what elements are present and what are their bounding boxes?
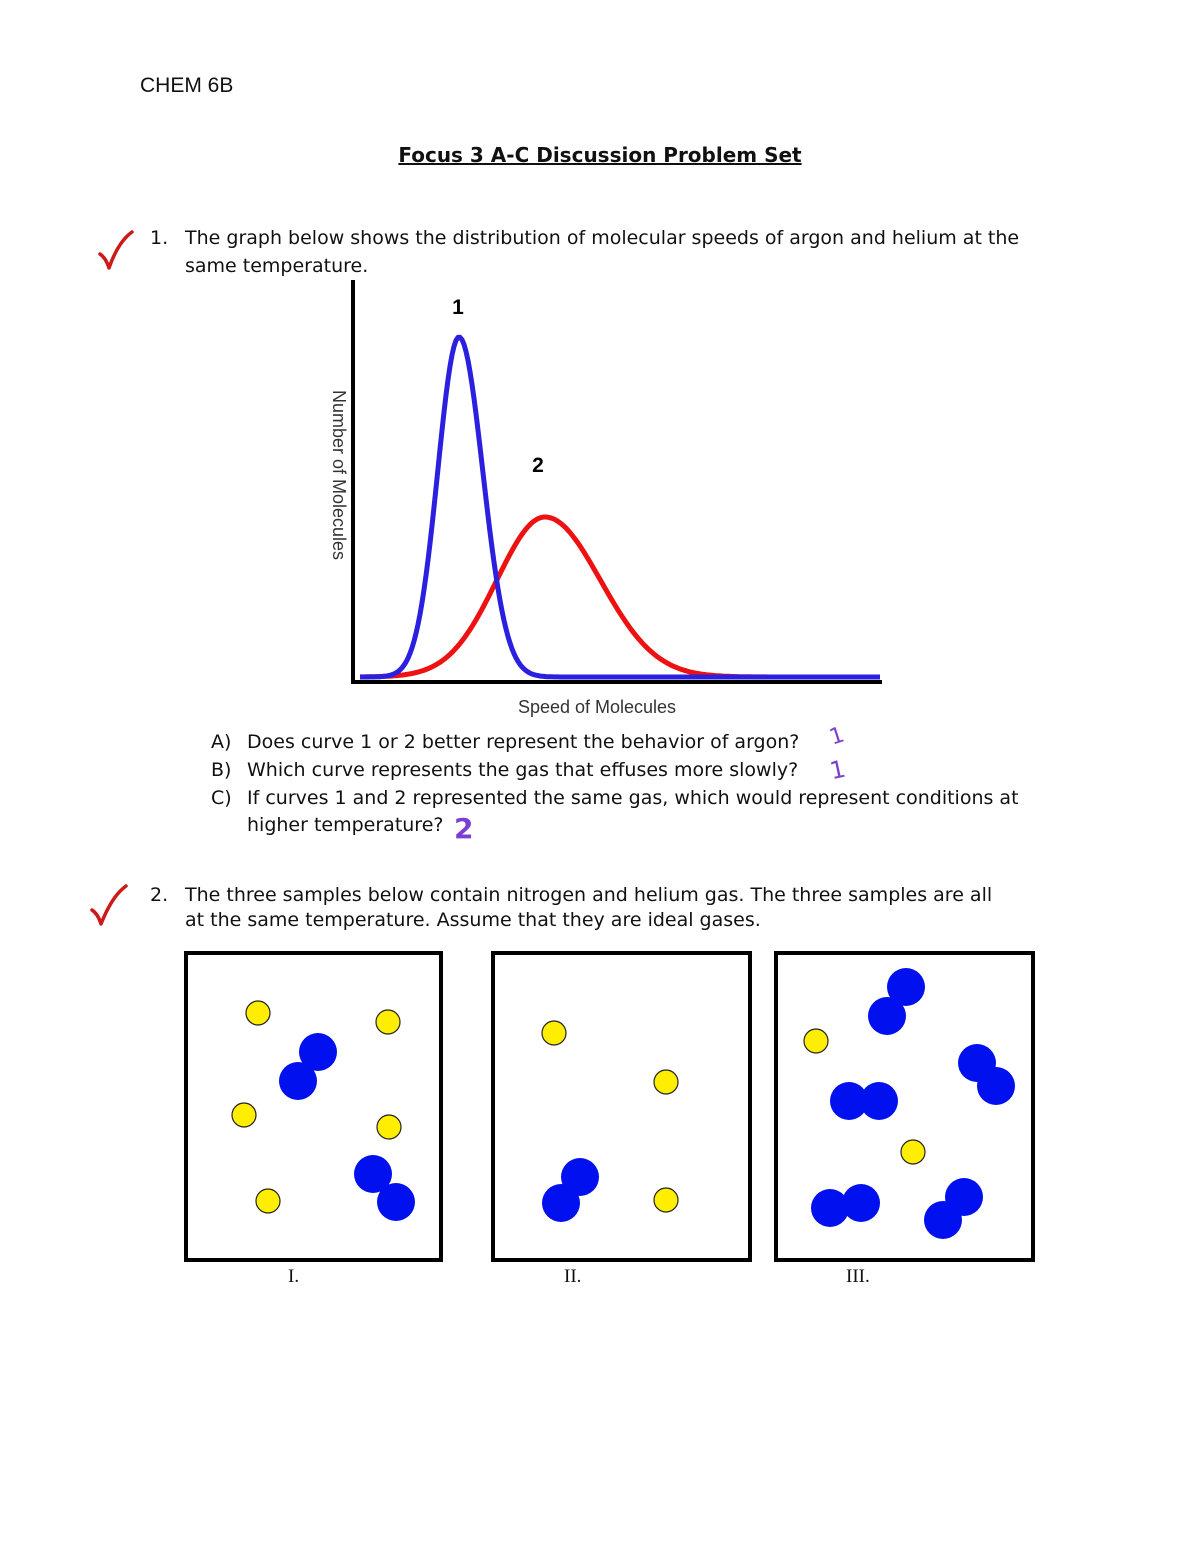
helium-atom — [653, 1187, 679, 1213]
helium-atom — [376, 1114, 402, 1140]
nitrogen-atom — [561, 1158, 599, 1196]
part-a-text: Does curve 1 or 2 better represent the b… — [247, 731, 800, 753]
helium-atom — [255, 1188, 281, 1214]
question-1-text-line1: The graph below shows the distribution o… — [185, 227, 1020, 249]
part-c-answer: 2 — [454, 812, 474, 845]
part-b-text: Which curve represents the gas that effu… — [247, 759, 799, 781]
helium-atom — [803, 1028, 829, 1054]
sample-1-label: I. — [288, 1266, 300, 1287]
part-c-text-line2: higher temperature? — [247, 814, 444, 836]
nitrogen-atom — [279, 1062, 317, 1100]
part-b-answer: 1 — [827, 754, 849, 786]
sample-2-label: II. — [564, 1266, 582, 1287]
sample-box-2 — [491, 951, 752, 1262]
y-axis-label: Number of Molecules — [329, 390, 349, 560]
y-axis-label-group: Number of Molecules — [329, 390, 349, 560]
nitrogen-atom — [377, 1183, 415, 1221]
question-2-text-line1: The three samples below contain nitrogen… — [185, 884, 993, 906]
nitrogen-atom — [887, 968, 925, 1006]
nitrogen-atom — [868, 997, 906, 1035]
speed-distribution-chart: Number of Molecules 1 2 Speed of Molecul… — [329, 280, 882, 717]
question-2-number: 2. — [150, 884, 169, 906]
sample-2-particles — [541, 1020, 679, 1222]
part-c-label: C) — [211, 787, 232, 809]
question-1-text-line2: same temperature. — [185, 255, 369, 277]
helium-atom — [541, 1020, 567, 1046]
nitrogen-atom — [924, 1201, 962, 1239]
helium-atom — [231, 1102, 257, 1128]
nitrogen-atom — [977, 1067, 1015, 1105]
sample-1-particles — [231, 1000, 415, 1221]
nitrogen-atom — [299, 1033, 337, 1071]
question-2-text-line2: at the same temperature. Assume that the… — [185, 909, 761, 931]
series-1-label: 1 — [452, 296, 464, 319]
check-mark-icon — [90, 884, 128, 926]
helium-atom — [245, 1000, 271, 1026]
page-title: Focus 3 A-C Discussion Problem Set — [398, 143, 802, 167]
sample-box-1 — [184, 951, 443, 1262]
series-2-line — [359, 514, 881, 680]
sample-box-3 — [774, 951, 1035, 1262]
x-axis-label: Speed of Molecules — [518, 697, 676, 717]
part-b-label: B) — [211, 759, 232, 781]
question-1-number: 1. — [150, 227, 169, 249]
nitrogen-atom — [842, 1184, 880, 1222]
nitrogen-atom — [860, 1082, 898, 1120]
nitrogen-atom — [830, 1082, 868, 1120]
nitrogen-atom — [542, 1184, 580, 1222]
part-a-label: A) — [211, 731, 232, 753]
check-mark-icon — [98, 230, 134, 270]
series-2-label: 2 — [532, 454, 544, 477]
helium-atom — [653, 1069, 679, 1095]
nitrogen-atom — [354, 1155, 392, 1193]
series-1-line — [359, 334, 881, 680]
course-name: CHEM 6B — [140, 74, 234, 97]
helium-atom — [900, 1139, 926, 1165]
sample-3-particles — [803, 968, 1015, 1239]
nitrogen-atom — [811, 1189, 849, 1227]
part-c-text-line1: If curves 1 and 2 represented the same g… — [247, 787, 1019, 809]
sample-3-label: III. — [846, 1266, 870, 1287]
helium-atom — [375, 1009, 401, 1035]
